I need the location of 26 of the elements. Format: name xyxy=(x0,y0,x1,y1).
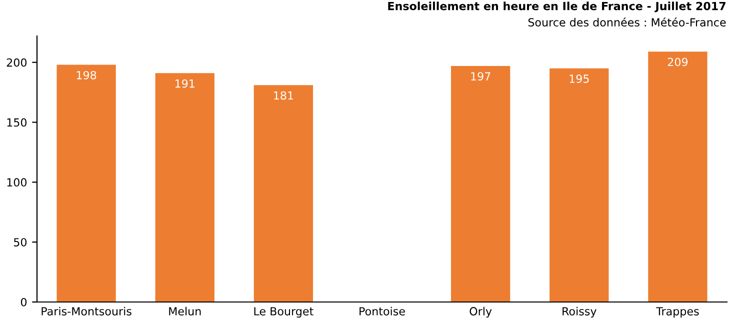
x-tick-label: Roissy xyxy=(562,306,596,318)
data-label: 195 xyxy=(570,74,589,83)
data-label: 197 xyxy=(471,72,490,81)
y-tick-label: 50 xyxy=(14,238,27,246)
chart-subtitle: Source des données : Météo-France xyxy=(528,17,726,27)
bar xyxy=(451,66,510,302)
x-tick-label: Pontoise xyxy=(360,306,405,316)
y-tick-label: 100 xyxy=(7,178,27,187)
y-tick-label: 0 xyxy=(20,298,27,306)
bar xyxy=(254,85,313,302)
bar xyxy=(155,73,214,302)
x-tick-label: Paris-Montsouris xyxy=(42,306,132,316)
y-tick-label: 150 xyxy=(7,118,27,127)
chart-title: Ensoleillement en heure en Ile de France - Juillet 2017 xyxy=(388,2,726,12)
bar xyxy=(550,68,609,302)
data-label: 181 xyxy=(274,91,294,100)
data-label: 209 xyxy=(668,58,688,66)
bar xyxy=(56,64,116,302)
x-tick-label: Le Bourget xyxy=(254,307,314,318)
data-label: 198 xyxy=(76,70,96,80)
x-tick-label: Melun xyxy=(169,306,201,316)
bar xyxy=(648,52,708,302)
y-tick-label: 200 xyxy=(6,58,27,67)
x-tick-label: Orly xyxy=(470,306,492,318)
data-label: 191 xyxy=(175,79,194,88)
x-tick-label: Trappes xyxy=(656,307,699,318)
